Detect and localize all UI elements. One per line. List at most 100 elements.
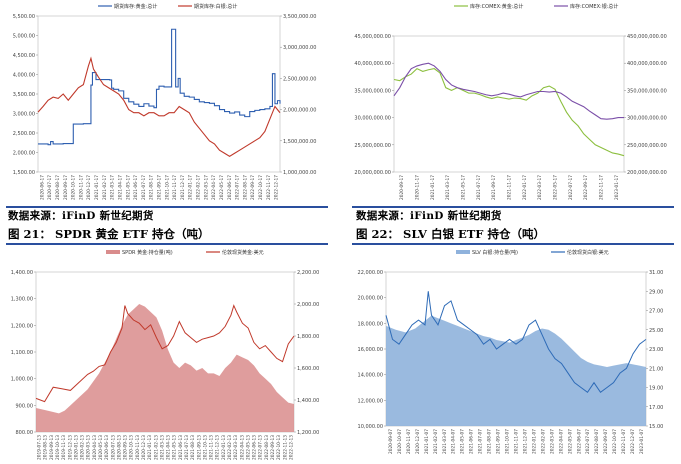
x-tick-label: 2020-06-17 — [39, 175, 45, 200]
x-tick-label: 2021-10-07 — [505, 429, 511, 454]
x-tick-label: 2022-08-07 — [594, 429, 600, 454]
spdr-holdings-bars — [36, 304, 294, 432]
x-tick-label: 2022-10-07 — [612, 429, 618, 454]
london-gold-price-line — [35, 304, 295, 403]
x-tick-label: 2019-09-13 — [49, 435, 55, 460]
x-tick-label: 2019-08-13 — [43, 435, 49, 460]
x-tick-label: 2022-11-07 — [621, 429, 627, 454]
left-tick-label: 1,300.00 — [11, 297, 33, 303]
x-tick-label: 2021-09-07 — [496, 429, 502, 454]
chart-bottom-left-svg: 800.00 900.00 1,000.00 1,100.00 1,200.00 1,30… — [11, 249, 320, 460]
legend-label: 伦敦现货白银:美元 — [567, 249, 609, 256]
plot-frame — [393, 35, 625, 173]
left-tick-label: 10,000.00 — [358, 424, 383, 430]
london-silver-price-line — [385, 291, 647, 394]
right-tick-label: 450,000,000.00 — [627, 34, 667, 40]
left-tick-label: 40,000,000.00 — [354, 61, 391, 67]
x-tick-label: 2022-08-13 — [264, 435, 270, 460]
left-tick-label: 3,000.00 — [13, 112, 35, 118]
figure-21-title: 图 21： SPDR 黄金 ETF 持仓（吨） — [8, 227, 210, 241]
x-tick-label: 2020-03-13 — [86, 435, 92, 460]
x-tick-label: 2021-01-07 — [424, 429, 430, 454]
plot-area — [393, 35, 625, 173]
right-tick-label: 300,000,000.00 — [627, 116, 667, 122]
legend-label: 库存:COMEX:银:总计 — [570, 3, 618, 10]
right-tick-label: 2,200.00 — [297, 270, 319, 276]
x-tick-label: 2021-11-07 — [514, 429, 520, 454]
legend-label: 期货库存:黄金:总计 — [114, 3, 157, 10]
x-tick-label: 2020-08-17 — [55, 175, 61, 200]
x-tick-label: 2020-01-13 — [73, 435, 79, 460]
x-tick-label: 2022-03-07 — [549, 429, 555, 454]
left-tick-label: 2,000.00 — [13, 151, 35, 157]
right-tick-label: 3,500,000.00 — [283, 14, 316, 20]
legend: SPDR 黄金:持仓量(吨) 伦敦现货黄金:美元 — [106, 249, 264, 256]
x-tick-label: 2022-10-17 — [258, 175, 264, 200]
x-tick-label: 2021-01-17 — [430, 175, 436, 200]
left-tick-label: 5,000.00 — [13, 34, 35, 40]
x-tick-label: 2021-02-07 — [433, 429, 439, 454]
left-tick-label: 35,000,000.00 — [354, 88, 391, 94]
x-tick-label: 2021-03-13 — [159, 435, 165, 460]
x-tick-label: 2021-06-13 — [178, 435, 184, 460]
x-tick-label: 2021-05-17 — [461, 175, 467, 200]
x-tick-label: 2023-01-07 — [639, 429, 645, 454]
x-tick-label: 2020-06-13 — [104, 435, 110, 460]
x-tick-label: 2022-07-17 — [235, 175, 241, 200]
x-tick-label: 2021-04-07 — [451, 429, 457, 454]
right-tick-label: 2,000.00 — [297, 302, 319, 308]
title-rule-left — [6, 243, 328, 245]
plot-frame — [37, 15, 281, 173]
x-tick-label: 2022-05-17 — [219, 175, 225, 200]
left-tick-label: 22,000.00 — [358, 270, 383, 276]
x-tick-label: 2021-06-07 — [469, 429, 475, 454]
right-tick-label: 23.00 — [649, 347, 663, 353]
legend-label: 库存:COMEX:黄金:总计 — [470, 3, 523, 10]
x-tick-label: 2021-03-17 — [110, 175, 116, 200]
x-tick-label: 2022-02-13 — [227, 435, 233, 460]
left-tick-label: 12,000.00 — [358, 398, 383, 404]
x-tick-label: 2022-10-13 — [276, 435, 282, 460]
x-tick-label: 2021-07-07 — [478, 429, 484, 454]
chart-top-right-svg: 20,000,000.00 25,000,000.00 30,000,000.00 3… — [354, 3, 667, 200]
x-tick-label: 2021-10-13 — [202, 435, 208, 460]
x-tick-label: 2022-06-07 — [576, 429, 582, 454]
comex-gold-line — [393, 67, 625, 157]
right-tick-label: 1,200.00 — [297, 430, 319, 436]
silver-inventory-line — [37, 56, 281, 158]
x-tick-label: 2022-01-17 — [188, 175, 194, 200]
gold-inventory-line — [38, 28, 281, 146]
x-tick-label: 2021-11-17 — [172, 175, 178, 200]
x-tick-label: 2020-11-07 — [406, 429, 412, 454]
chart-bottom-right-svg: 10,000.00 12,000.00 14,000.00 16,000.00 18,0… — [358, 249, 664, 454]
left-tick-label: 1,500.00 — [13, 170, 35, 176]
left-tick-label: 1,200.00 — [11, 323, 33, 329]
x-tick-label: 2021-02-13 — [153, 435, 159, 460]
x-tick-label: 2022-05-13 — [245, 435, 251, 460]
left-tick-label: 2,500.00 — [13, 131, 35, 137]
x-tick-label: 2022-07-13 — [258, 435, 264, 460]
x-tick-label: 2021-09-13 — [196, 435, 202, 460]
x-tick-label: 2022-05-07 — [567, 429, 573, 454]
x-tick-label: 2020-07-17 — [47, 175, 53, 200]
slv-holdings-bars — [386, 315, 646, 426]
x-tick-label: 2022-09-17 — [250, 175, 256, 200]
x-tick-label: 2021-12-13 — [215, 435, 221, 460]
right-tick-label: 1,800.00 — [297, 334, 319, 340]
legend: 期货库存:黄金:总计 期货库存:白银:总计 — [98, 3, 237, 10]
left-tick-label: 45,000,000.00 — [354, 34, 391, 40]
x-tick-label: 2022-04-17 — [211, 175, 217, 200]
source-rule-right — [352, 206, 674, 208]
x-tick-label: 2020-05-13 — [98, 435, 104, 460]
right-tick-label: 1,500,000.00 — [283, 139, 316, 145]
x-tick-label: 2022-04-13 — [239, 435, 245, 460]
chart-top-left-svg: 1,500.00 2,000.00 2,500.00 3,000.00 3,500.00… — [13, 3, 317, 200]
right-tick-label: 1,600.00 — [297, 366, 319, 372]
x-tick-label: 2021-10-17 — [164, 175, 170, 200]
right-tick-label: 31.00 — [649, 270, 663, 276]
left-tick-label: 800.00 — [16, 430, 34, 436]
left-tick-label: 1,000.00 — [11, 377, 33, 383]
title-rule-right — [352, 243, 674, 245]
left-tick-label: 20,000,000.00 — [354, 170, 391, 176]
left-tick-label: 30,000,000.00 — [354, 116, 391, 122]
